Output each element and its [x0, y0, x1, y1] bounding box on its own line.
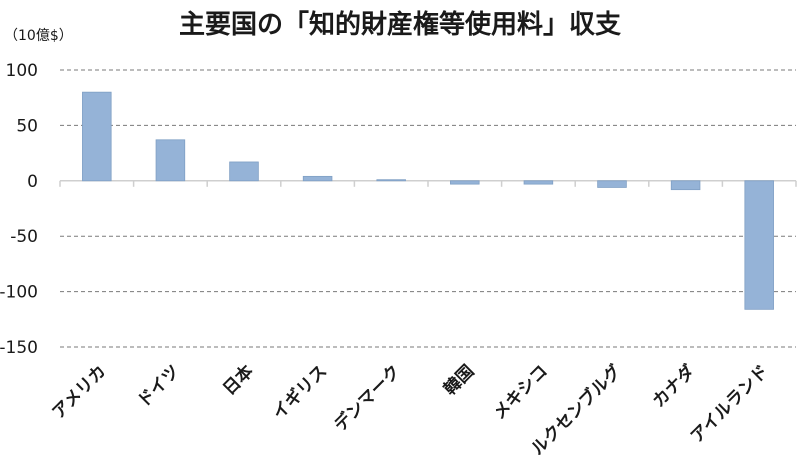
bar [450, 180, 480, 185]
gridlines [59, 69, 797, 348]
bars [82, 91, 774, 310]
bar [302, 175, 333, 182]
bar [597, 180, 627, 188]
y-tick-label: 50 [16, 116, 38, 136]
x-tick-label: 日本 [219, 361, 258, 400]
x-tick-label: アメリカ [49, 361, 111, 423]
bar [376, 179, 406, 182]
bar [744, 180, 774, 310]
x-tick-label: アイルランド [687, 361, 773, 447]
y-tick-label: -50 [10, 227, 38, 247]
bar [670, 180, 701, 191]
x-tick-label: デンマーク [330, 361, 405, 436]
bar [82, 91, 112, 182]
y-tick-label: 100 [6, 61, 38, 81]
bar [523, 180, 554, 185]
chart-title: 主要国の「知的財産権等使用料」収支 [179, 9, 621, 40]
x-tick-label: 韓国 [439, 361, 478, 400]
x-tick-label: メキシコ [490, 361, 552, 423]
y-axis-unit-label: （10億$） [4, 28, 73, 44]
bar [155, 139, 186, 182]
x-tick-label: ドイツ [134, 361, 184, 411]
x-tick-label: イギリス [269, 361, 331, 423]
y-tick-label: -100 [0, 283, 38, 303]
y-tick-label: 0 [27, 172, 38, 192]
y-tick-labels: 100 50 0 -50 -100 -150 [0, 61, 38, 358]
bar [229, 161, 259, 182]
y-tick-label: -150 [0, 338, 38, 358]
x-tick-label: カナダ [648, 361, 699, 412]
